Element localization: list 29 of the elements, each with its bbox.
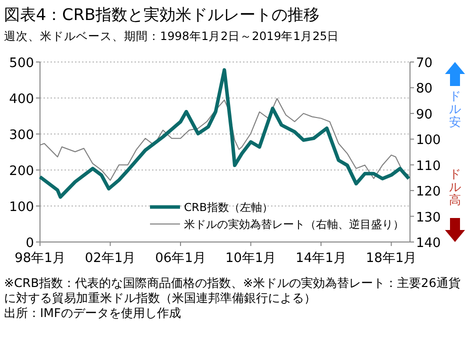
- x-tick-label: 18年1月: [366, 251, 417, 266]
- y-tick-label: 200: [9, 164, 34, 179]
- x-tick-label: 02年1月: [84, 251, 136, 266]
- y2-tick-label: 140: [416, 236, 441, 251]
- text: ドル安: [449, 89, 461, 129]
- y2-tick-label: 100: [416, 133, 441, 148]
- y-tick-label: 300: [9, 128, 34, 143]
- y2-tick-label: 120: [416, 184, 441, 200]
- text: ドル高: [449, 167, 461, 207]
- text: 出所：IMFのデータを使用し作成: [4, 306, 181, 320]
- legend-label: CRB指数（左軸）: [184, 201, 273, 214]
- y-tick-label: 100: [9, 200, 34, 215]
- y2-tick-label: 80: [416, 82, 433, 97]
- chart-title: 図表4：CRB指数と実効米ドルレートの推移: [4, 5, 320, 24]
- chart-subtitle: 週次、米ドルベース、期間：1998年1月2日～2019年1月25日: [4, 29, 340, 43]
- y2-tick-label: 90: [416, 107, 433, 122]
- text: ※CRB指数：代表的な国際商品価格の指数、※米ドルの実効為替レート：主要26通貨に対する貿易加重米ドル指数（米国連邦準備銀行による）: [4, 276, 460, 305]
- y-tick-label: 500: [9, 56, 34, 71]
- x-tick-label: 14年1月: [296, 251, 346, 266]
- legend-label: 米ドルの実効為替レート（右軸、逆目盛り）: [184, 218, 404, 231]
- y2-tick-label: 70: [416, 56, 433, 71]
- x-tick-label: 06年1月: [155, 251, 206, 266]
- y2-tick-label: 110: [416, 158, 441, 174]
- y2-tick-label: 130: [416, 210, 441, 226]
- line-series: [38, 68, 411, 199]
- y-tick-label: 0: [26, 236, 34, 251]
- x-tick-label: 98年1月: [14, 251, 66, 266]
- y-tick-label: 400: [9, 92, 34, 107]
- x-tick-label: 10年1月: [225, 251, 276, 266]
